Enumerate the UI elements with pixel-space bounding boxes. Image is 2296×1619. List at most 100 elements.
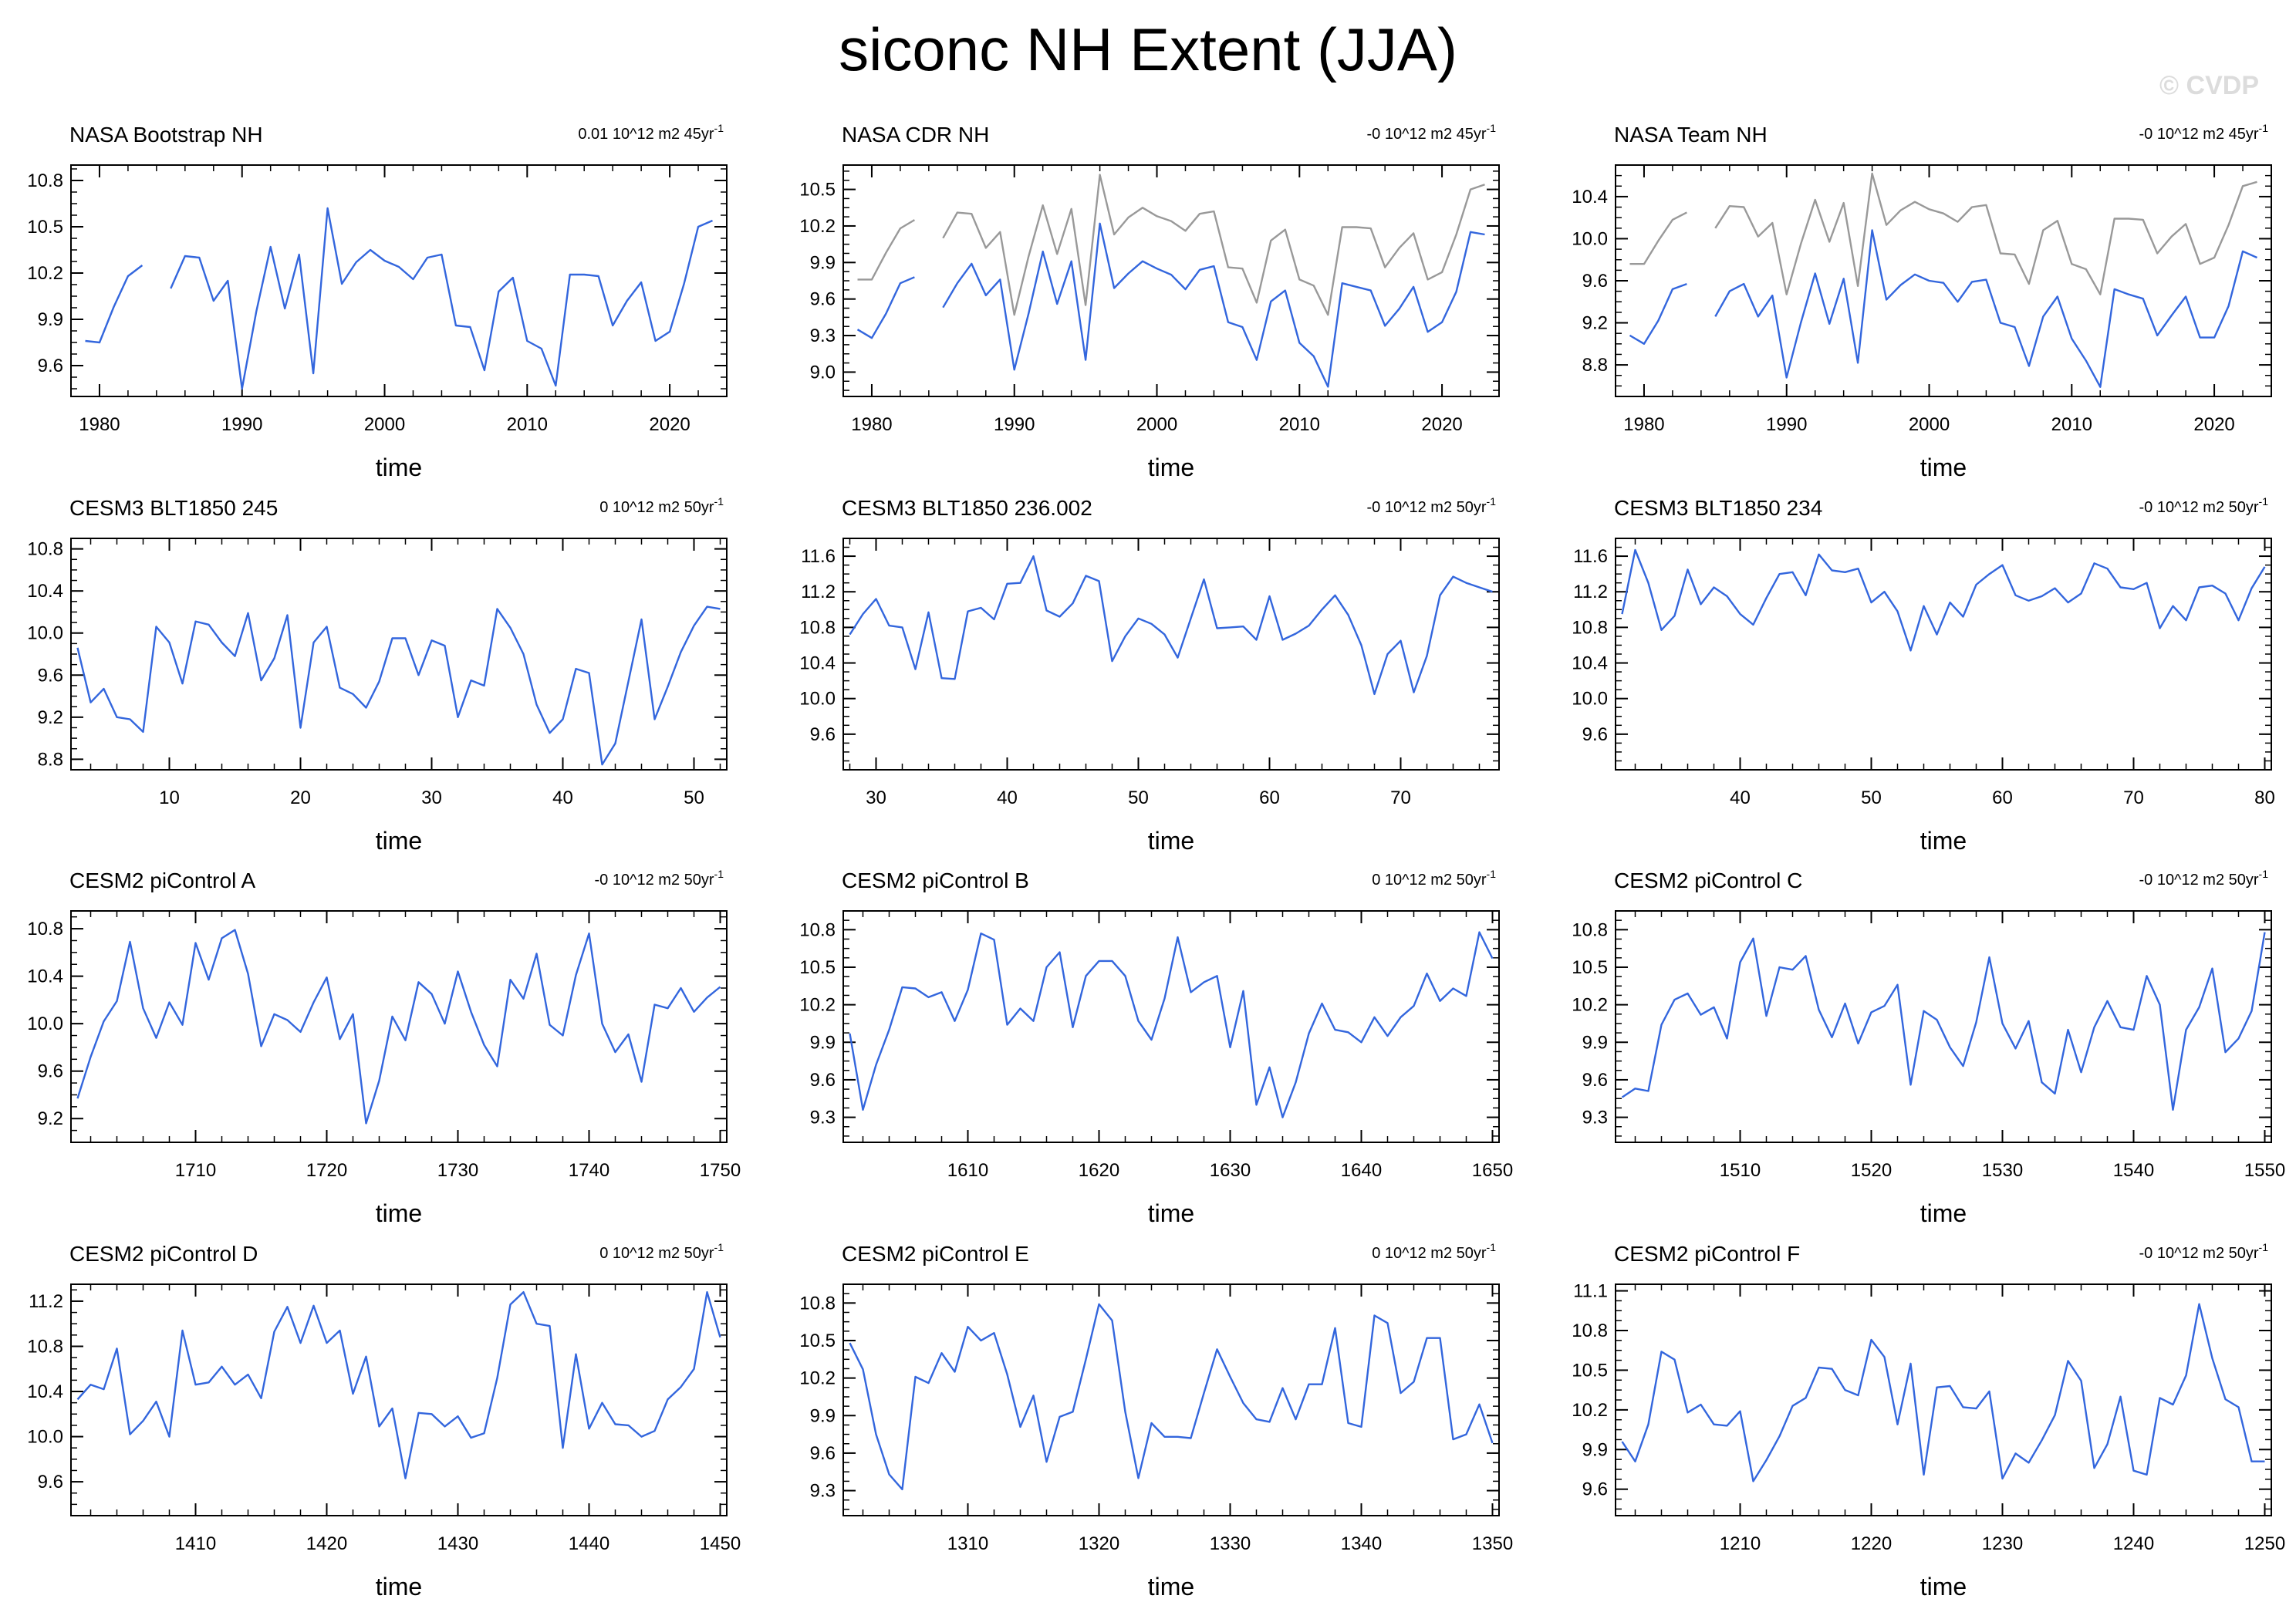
chart-panel: CESM3 BLT1850 234 -0 10^12 m2 50yr-1 time 4… bbox=[1572, 495, 2275, 855]
series-line bbox=[1621, 1303, 2265, 1482]
x-tick-label: 1720 bbox=[306, 1160, 347, 1181]
y-tick-label: 9.6 bbox=[810, 724, 836, 745]
series-line bbox=[170, 207, 713, 390]
y-tick-label: 10.8 bbox=[27, 1336, 63, 1357]
trend-text: 0 10^12 m2 50yr bbox=[599, 499, 714, 516]
y-tick-label: 9.2 bbox=[1582, 313, 1608, 334]
y-tick-label: 11.1 bbox=[1573, 1281, 1608, 1302]
plot-frame bbox=[70, 910, 728, 1143]
x-axis-label: time bbox=[1148, 454, 1194, 481]
plot-frame bbox=[842, 164, 1500, 397]
y-tick-label: 11.6 bbox=[801, 546, 836, 567]
y-tick-label: 9.3 bbox=[810, 1481, 836, 1502]
x-axis-label: time bbox=[1920, 827, 1967, 855]
x-tick-label: 2000 bbox=[364, 414, 405, 435]
trend-exponent: -1 bbox=[1487, 1241, 1497, 1253]
series-line bbox=[849, 931, 1494, 1118]
y-tick-label: 9.9 bbox=[1582, 1032, 1608, 1053]
series-line bbox=[76, 1290, 721, 1479]
chart-panel: CESM2 piControl B 0 10^12 m2 50yr-1 time 16… bbox=[799, 868, 1513, 1227]
x-tick-label: 1240 bbox=[2113, 1533, 2154, 1554]
x-tick-label: 1630 bbox=[1210, 1160, 1251, 1181]
y-tick-label: 10.4 bbox=[27, 966, 63, 987]
panel-title: NASA Bootstrap NH bbox=[69, 123, 263, 147]
plot-frame bbox=[1615, 910, 2272, 1143]
y-tick-label: 10.8 bbox=[27, 170, 63, 191]
series-line-gray bbox=[942, 174, 1485, 316]
main-title: siconc NH Extent (JJA) bbox=[839, 15, 1457, 83]
y-tick-label: 10.5 bbox=[1572, 957, 1608, 978]
y-tick-label: 11.2 bbox=[29, 1291, 63, 1312]
y-tick-label: 10.0 bbox=[1572, 689, 1608, 710]
trend-exponent: -1 bbox=[2259, 1241, 2269, 1253]
y-tick-label: 9.6 bbox=[810, 1070, 836, 1091]
series-line bbox=[849, 555, 1493, 696]
trend-exponent: -1 bbox=[1487, 122, 1497, 134]
panel-title: CESM3 BLT1850 245 bbox=[69, 496, 278, 520]
x-tick-label: 2020 bbox=[1421, 414, 1462, 435]
trend-label: -0 10^12 m2 45yr-1 bbox=[2139, 122, 2269, 143]
chart-panel: CESM3 BLT1850 236.002 -0 10^12 m2 50yr-1 t… bbox=[799, 495, 1500, 855]
y-tick-label: 9.3 bbox=[810, 325, 836, 346]
panel-title: NASA Team NH bbox=[1614, 123, 1768, 147]
y-tick-label: 8.8 bbox=[1582, 355, 1608, 376]
x-tick-label: 60 bbox=[1259, 788, 1280, 808]
y-tick-label: 10.4 bbox=[1572, 653, 1608, 674]
y-tick-label: 10.5 bbox=[799, 180, 836, 201]
y-tick-label: 10.8 bbox=[1572, 1320, 1608, 1341]
trend-exponent: -1 bbox=[714, 495, 724, 508]
y-tick-label: 10.2 bbox=[799, 1368, 836, 1389]
series-line bbox=[1629, 282, 1687, 345]
panel-title: CESM3 BLT1850 236.002 bbox=[842, 496, 1092, 520]
y-tick-label: 8.8 bbox=[38, 749, 63, 770]
trend-label: 0 10^12 m2 50yr-1 bbox=[599, 1241, 724, 1262]
plot-frame bbox=[842, 1283, 1500, 1516]
trend-label: -0 10^12 m2 50yr-1 bbox=[2139, 868, 2269, 889]
trend-text: -0 10^12 m2 45yr bbox=[1367, 126, 1487, 143]
x-tick-label: 1740 bbox=[569, 1160, 609, 1181]
y-tick-label: 10.0 bbox=[27, 1427, 63, 1448]
x-tick-label: 20 bbox=[290, 788, 311, 808]
panel-title: CESM2 piControl B bbox=[842, 869, 1029, 892]
trend-text: 0 10^12 m2 50yr bbox=[1372, 872, 1487, 889]
y-tick-label: 9.3 bbox=[810, 1108, 836, 1128]
y-tick-label: 10.8 bbox=[27, 919, 63, 939]
cvdp-watermark: © CVDP bbox=[2159, 71, 2259, 100]
y-tick-label: 10.8 bbox=[27, 539, 63, 560]
x-tick-label: 30 bbox=[866, 788, 886, 808]
trend-label: 0 10^12 m2 50yr-1 bbox=[599, 495, 724, 516]
y-tick-label: 9.9 bbox=[1582, 1439, 1608, 1460]
x-tick-label: 1990 bbox=[1766, 414, 1807, 435]
x-tick-label: 1250 bbox=[2244, 1533, 2285, 1554]
series-line bbox=[76, 929, 721, 1125]
chart-panel: CESM2 piControl E 0 10^12 m2 50yr-1 time 13… bbox=[799, 1241, 1513, 1600]
y-tick-label: 10.2 bbox=[1572, 995, 1608, 1016]
y-tick-label: 9.6 bbox=[1582, 271, 1608, 292]
y-tick-label: 9.6 bbox=[38, 665, 63, 686]
y-tick-label: 11.2 bbox=[1573, 582, 1608, 602]
chart-panel: NASA Team NH -0 10^12 m2 45yr-1 time 1980 19… bbox=[1572, 122, 2272, 481]
x-tick-label: 1420 bbox=[306, 1533, 347, 1554]
x-tick-label: 1640 bbox=[1341, 1160, 1382, 1181]
y-tick-label: 10.8 bbox=[799, 1293, 836, 1314]
x-tick-label: 80 bbox=[2254, 788, 2275, 808]
y-tick-label: 10.5 bbox=[799, 957, 836, 978]
y-tick-label: 9.9 bbox=[38, 309, 63, 330]
x-tick-label: 2010 bbox=[1279, 414, 1320, 435]
x-tick-label: 40 bbox=[1730, 788, 1751, 808]
chart-panel: CESM2 piControl F -0 10^12 m2 50yr-1 time 1… bbox=[1572, 1241, 2285, 1600]
x-tick-label: 1610 bbox=[947, 1160, 988, 1181]
trend-text: -0 10^12 m2 45yr bbox=[2139, 126, 2259, 143]
x-tick-label: 1530 bbox=[1982, 1160, 2023, 1181]
x-tick-label: 50 bbox=[1128, 788, 1149, 808]
x-axis-label: time bbox=[376, 1199, 422, 1227]
x-tick-label: 1990 bbox=[994, 414, 1035, 435]
y-tick-label: 10.0 bbox=[1572, 228, 1608, 249]
y-tick-label: 10.0 bbox=[27, 623, 63, 644]
panel-title: CESM2 piControl C bbox=[1614, 869, 1802, 892]
y-tick-label: 10.8 bbox=[1572, 919, 1608, 940]
y-tick-label: 9.9 bbox=[810, 1032, 836, 1053]
x-tick-label: 1980 bbox=[1623, 414, 1664, 435]
series-line bbox=[1714, 229, 2257, 388]
y-tick-label: 9.2 bbox=[38, 707, 63, 728]
